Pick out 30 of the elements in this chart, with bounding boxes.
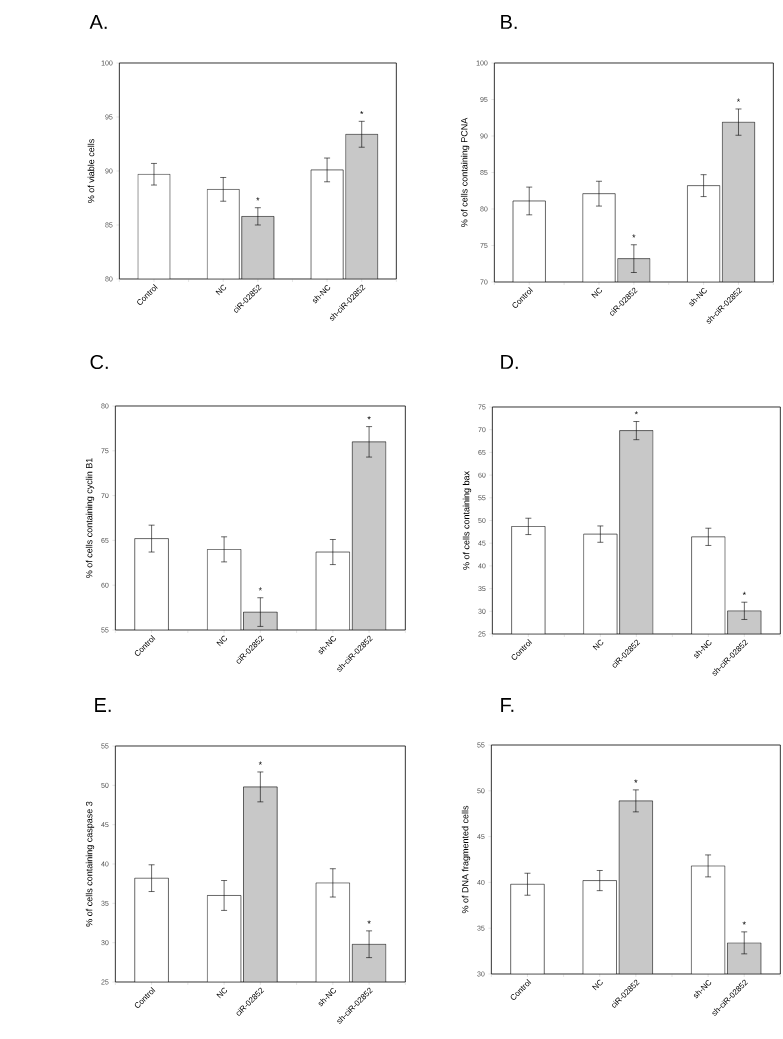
y-axis-title: % of cells containing cyclin B1 — [85, 458, 94, 578]
annotation: * — [367, 416, 371, 420]
x-tick-label: NC — [216, 987, 227, 999]
annotation: * — [632, 234, 636, 238]
annotation: * — [736, 98, 740, 102]
annotation: * — [634, 779, 638, 783]
chart-title: D. — [501, 355, 518, 369]
y-axis-title: % of viable cells — [87, 139, 95, 203]
chart-title: B. — [501, 15, 517, 29]
x-tick-label: NC — [591, 979, 603, 991]
chart-title: A. — [89, 15, 107, 29]
annotation: * — [367, 920, 371, 924]
y-axis-title: % of cells containing PCNA — [460, 117, 470, 227]
x-tick-label: NC — [216, 635, 227, 647]
annotation: * — [742, 921, 746, 925]
annotation: * — [359, 110, 364, 115]
y-axis-title: % of cells containing bax — [462, 471, 471, 570]
annotation: * — [258, 587, 262, 591]
x-tick-label: NC — [215, 284, 226, 296]
annotation: * — [258, 761, 262, 765]
annotation: * — [742, 591, 746, 595]
chart-title: F. — [501, 698, 514, 712]
chart-title: E. — [95, 698, 111, 712]
y-axis-title: % of DNA fragmented cells — [461, 805, 470, 914]
x-tick-label: NC — [591, 287, 602, 299]
x-tick-label: NC — [592, 639, 604, 651]
annotation: * — [256, 197, 260, 201]
annotation: * — [634, 411, 638, 415]
chart-title: C. — [90, 354, 108, 370]
y-axis-title: % of cells containing caspase 3 — [85, 801, 94, 927]
